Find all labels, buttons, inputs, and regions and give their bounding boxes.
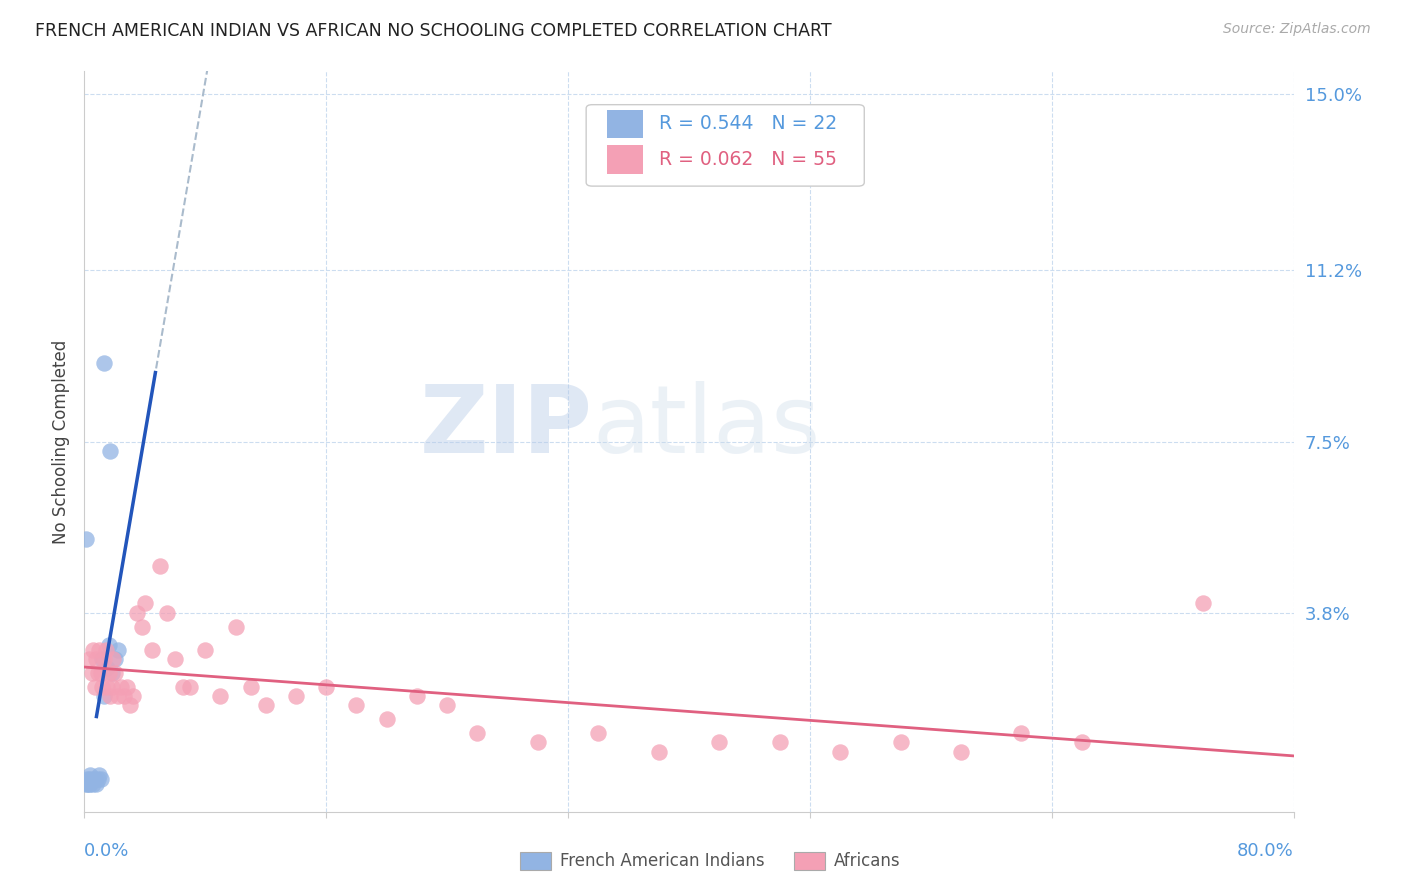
Point — [82, 777, 104, 791]
Point — [172, 680, 194, 694]
Point — [91, 680, 114, 694]
Point — [75, 532, 97, 546]
Point — [77, 772, 100, 787]
Point — [588, 726, 610, 740]
Point — [112, 689, 135, 703]
Point — [769, 735, 792, 749]
Point — [76, 772, 98, 787]
Point — [467, 726, 489, 740]
Point — [830, 745, 852, 759]
Text: R = 0.062   N = 55: R = 0.062 N = 55 — [659, 150, 837, 169]
Point — [107, 642, 129, 657]
Point — [93, 689, 115, 703]
Point — [97, 665, 120, 680]
Point — [94, 642, 117, 657]
Point — [79, 777, 101, 791]
Point — [110, 680, 132, 694]
Point — [285, 689, 308, 703]
Point — [86, 777, 108, 791]
Point — [84, 680, 107, 694]
Point — [89, 767, 111, 781]
Point — [93, 652, 115, 666]
Point — [107, 689, 129, 703]
Point — [115, 680, 138, 694]
Point — [1192, 597, 1215, 611]
Point — [93, 356, 115, 370]
Point — [118, 698, 141, 713]
Text: 0.0%: 0.0% — [84, 842, 129, 860]
Text: French American Indians: French American Indians — [560, 852, 765, 870]
Point — [179, 680, 201, 694]
Point — [890, 735, 912, 749]
Point — [406, 689, 429, 703]
Bar — [607, 145, 643, 174]
Point — [436, 698, 458, 713]
Point — [194, 642, 217, 657]
Point — [100, 680, 122, 694]
Point — [239, 680, 262, 694]
Point — [96, 680, 118, 694]
Point — [315, 680, 337, 694]
Point — [648, 745, 671, 759]
Point — [77, 652, 100, 666]
Point — [346, 698, 368, 713]
Text: 80.0%: 80.0% — [1237, 842, 1294, 860]
Point — [77, 777, 100, 791]
Point — [104, 665, 127, 680]
Point — [98, 689, 121, 703]
Point — [87, 772, 110, 787]
Point — [254, 698, 277, 713]
Text: Africans: Africans — [834, 852, 900, 870]
Point — [86, 652, 108, 666]
Point — [80, 772, 103, 787]
Point — [527, 735, 550, 749]
Point — [90, 772, 112, 787]
Y-axis label: No Schooling Completed: No Schooling Completed — [52, 340, 70, 543]
Point — [97, 638, 120, 652]
Point — [149, 559, 172, 574]
Point — [131, 619, 153, 633]
Point — [950, 745, 973, 759]
Point — [1011, 726, 1033, 740]
Point — [101, 652, 124, 666]
Text: atlas: atlas — [592, 381, 821, 473]
Bar — [607, 110, 643, 138]
Point — [209, 689, 232, 703]
Point — [89, 642, 111, 657]
Point — [165, 652, 187, 666]
Point — [134, 597, 156, 611]
Text: R = 0.544   N = 22: R = 0.544 N = 22 — [659, 114, 837, 134]
Point — [104, 652, 127, 666]
Point — [709, 735, 731, 749]
Point — [80, 665, 103, 680]
Point — [84, 772, 107, 787]
Point — [141, 642, 163, 657]
FancyBboxPatch shape — [586, 104, 865, 186]
Point — [156, 606, 179, 620]
Point — [375, 712, 398, 726]
Point — [79, 767, 101, 781]
Point — [225, 619, 247, 633]
Point — [91, 652, 114, 666]
Text: ZIP: ZIP — [419, 381, 592, 473]
Point — [76, 777, 98, 791]
Point — [90, 665, 112, 680]
Point — [1071, 735, 1094, 749]
Point — [87, 665, 110, 680]
Text: FRENCH AMERICAN INDIAN VS AFRICAN NO SCHOOLING COMPLETED CORRELATION CHART: FRENCH AMERICAN INDIAN VS AFRICAN NO SCH… — [35, 22, 832, 40]
Point — [127, 606, 149, 620]
Point — [75, 777, 97, 791]
Point — [82, 642, 104, 657]
Text: Source: ZipAtlas.com: Source: ZipAtlas.com — [1223, 22, 1371, 37]
Point — [100, 665, 122, 680]
Point — [96, 661, 118, 675]
Point — [121, 689, 143, 703]
Point — [98, 443, 121, 458]
